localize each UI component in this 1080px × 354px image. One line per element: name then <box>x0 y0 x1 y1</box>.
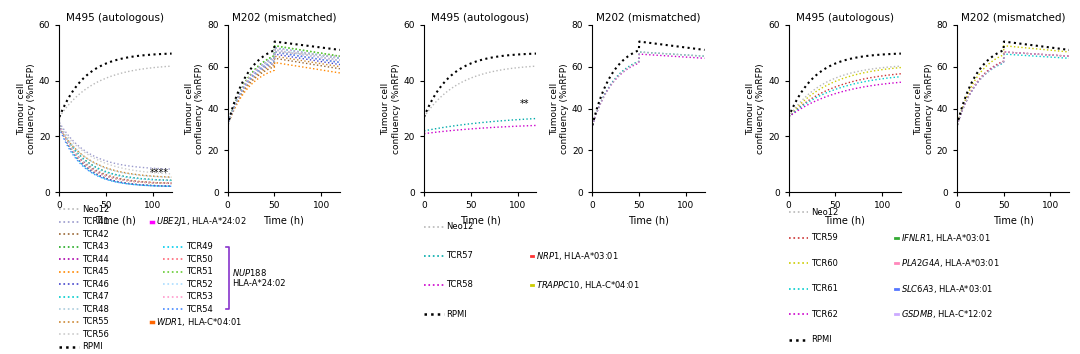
Y-axis label: Tumour cell
confluency (%nRFP): Tumour cell confluency (%nRFP) <box>16 63 36 154</box>
Title: M202 (mismatched): M202 (mismatched) <box>961 13 1065 23</box>
Y-axis label: Tumour cell
confluency (%nRFP): Tumour cell confluency (%nRFP) <box>550 63 569 154</box>
Text: $\it{GSDMB}$, HLA-C*12:02: $\it{GSDMB}$, HLA-C*12:02 <box>901 308 993 320</box>
Y-axis label: Tumour cell
confluency (%nRFP): Tumour cell confluency (%nRFP) <box>381 63 401 154</box>
Text: $\it{UBE2J1}$, HLA-A*24:02: $\it{UBE2J1}$, HLA-A*24:02 <box>157 215 246 228</box>
Y-axis label: Tumour cell
confluency (%nRFP): Tumour cell confluency (%nRFP) <box>185 63 204 154</box>
Title: M202 (mismatched): M202 (mismatched) <box>231 13 336 23</box>
Text: TCR59: TCR59 <box>811 233 838 242</box>
Text: TCR56: TCR56 <box>82 330 109 339</box>
Text: TCR53: TCR53 <box>186 292 213 301</box>
X-axis label: Time (h): Time (h) <box>824 216 865 226</box>
Text: RPMI: RPMI <box>811 335 832 344</box>
Text: TCR57: TCR57 <box>446 251 473 260</box>
Text: TCR61: TCR61 <box>811 284 838 293</box>
Text: TCR52: TCR52 <box>186 280 213 289</box>
Text: TCR54: TCR54 <box>186 305 213 314</box>
Text: $\it{WDR1}$, HLA-C*04:01: $\it{WDR1}$, HLA-C*04:01 <box>157 316 242 328</box>
Text: TCR60: TCR60 <box>811 258 838 268</box>
X-axis label: Time (h): Time (h) <box>627 216 669 226</box>
Title: M495 (autologous): M495 (autologous) <box>431 13 529 23</box>
Text: TCR44: TCR44 <box>82 255 109 264</box>
Text: TCR55: TCR55 <box>82 317 109 326</box>
Text: RPMI: RPMI <box>82 342 103 351</box>
Text: Neo12: Neo12 <box>82 205 109 214</box>
Text: $\it{NRP1}$, HLA-A*03:01: $\it{NRP1}$, HLA-A*03:01 <box>537 250 619 262</box>
Text: TCR50: TCR50 <box>186 255 213 264</box>
X-axis label: Time (h): Time (h) <box>264 216 305 226</box>
Text: TCR51: TCR51 <box>186 267 213 276</box>
X-axis label: Time (h): Time (h) <box>460 216 501 226</box>
Text: Neo12: Neo12 <box>446 222 474 231</box>
Text: TCR58: TCR58 <box>446 280 473 290</box>
Text: TCR62: TCR62 <box>811 309 838 319</box>
Y-axis label: Tumour cell
confluency (%nRFP): Tumour cell confluency (%nRFP) <box>915 63 934 154</box>
Text: $\it{IFNLR1}$, HLA-A*03:01: $\it{IFNLR1}$, HLA-A*03:01 <box>901 232 990 244</box>
Text: TCR41: TCR41 <box>82 217 109 226</box>
Text: HLA-A*24:02: HLA-A*24:02 <box>232 279 285 288</box>
Text: ****: **** <box>150 168 168 178</box>
Title: M202 (mismatched): M202 (mismatched) <box>596 13 701 23</box>
Text: TCR49: TCR49 <box>186 242 213 251</box>
Text: TCR48: TCR48 <box>82 305 109 314</box>
Y-axis label: Tumour cell
confluency (%nRFP): Tumour cell confluency (%nRFP) <box>746 63 766 154</box>
Title: M495 (autologous): M495 (autologous) <box>67 13 164 23</box>
Text: $\it{TRAPPC10}$, HLA-C*04:01: $\it{TRAPPC10}$, HLA-C*04:01 <box>537 279 640 291</box>
Text: Neo12: Neo12 <box>811 207 838 217</box>
X-axis label: Time (h): Time (h) <box>95 216 136 226</box>
Text: **: ** <box>519 98 529 109</box>
Text: $\it{PLA2G4A}$, HLA-A*03:01: $\it{PLA2G4A}$, HLA-A*03:01 <box>901 257 999 269</box>
Text: TCR47: TCR47 <box>82 292 109 301</box>
Text: $\it{SLC6A3}$, HLA-A*03:01: $\it{SLC6A3}$, HLA-A*03:01 <box>901 282 994 295</box>
Text: TCR43: TCR43 <box>82 242 109 251</box>
Text: TCR46: TCR46 <box>82 280 109 289</box>
Text: TCR42: TCR42 <box>82 230 109 239</box>
Text: $\it{NUP188}$: $\it{NUP188}$ <box>232 267 267 278</box>
X-axis label: Time (h): Time (h) <box>993 216 1034 226</box>
Text: TCR45: TCR45 <box>82 267 109 276</box>
Text: RPMI: RPMI <box>446 309 468 319</box>
Title: M495 (autologous): M495 (autologous) <box>796 13 894 23</box>
